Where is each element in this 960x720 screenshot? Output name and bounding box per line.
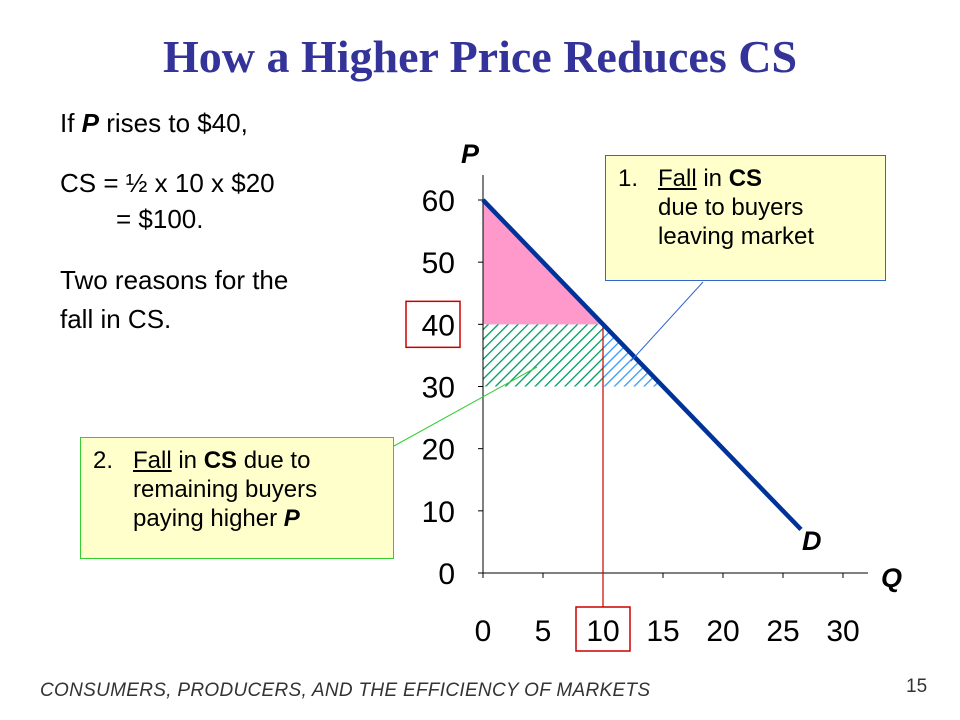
- text-line-two-reasons: Two reasons for the: [60, 265, 289, 295]
- callout-line: Fall in CS: [658, 165, 763, 192]
- demand-curve: [481, 198, 803, 532]
- y-tick-label: 50: [422, 247, 455, 280]
- text-line-cs-formula: CS = ½ x 10 x $20: [60, 168, 275, 198]
- callout2-connector: [393, 366, 538, 447]
- callout-number: 2.: [93, 447, 114, 474]
- callout-buyers-leaving: 1. Fall in CS due to buyers leaving mark…: [605, 155, 886, 281]
- footer-chapter-title: CONSUMERS, PRODUCERS, AND THE EFFICIENCY…: [40, 680, 651, 701]
- callout-number: 1.: [618, 165, 639, 192]
- callout-line: Fall in CS due to: [133, 447, 311, 474]
- text-line-cs-result: = $100.: [116, 204, 204, 234]
- y-tick-label: 30: [422, 372, 455, 405]
- y-tick-label: 20: [422, 434, 455, 467]
- x-tick-label: 20: [706, 615, 739, 648]
- text-line-fall-in-cs: fall in CS.: [60, 304, 172, 334]
- callout-line: remaining buyers: [133, 476, 318, 503]
- x-tick-label: 5: [535, 615, 552, 648]
- y-tick-highlight-box: [405, 300, 461, 349]
- y-axis-label: P: [461, 139, 480, 169]
- x-tick-label: 10: [586, 615, 619, 648]
- demand-curve-label: D: [802, 526, 822, 556]
- y-tick-label: 40: [422, 309, 455, 342]
- callout1-connector: [630, 281, 704, 362]
- x-tick-label: 25: [766, 615, 799, 648]
- y-tick-label: 0: [438, 558, 455, 591]
- x-tick-label: 0: [475, 615, 492, 648]
- text-line-price-rise: If P rises to $40,: [60, 108, 248, 138]
- page-number: 15: [906, 676, 928, 697]
- y-tick-label: 60: [422, 185, 455, 218]
- slide-title: How a Higher Price Reduces CS: [162, 31, 798, 82]
- x-tick-label: 30: [826, 615, 859, 648]
- callout-line: leaving market: [658, 223, 815, 250]
- callout-remaining-buyers: 2. Fall in CS due to remaining buyers pa…: [80, 437, 394, 559]
- y-tick-label: 10: [422, 496, 455, 529]
- callout-line: due to buyers: [658, 194, 804, 221]
- x-axis-label: Q: [881, 563, 902, 593]
- x-tick-label: 15: [646, 615, 679, 648]
- callout-line: paying higher P: [133, 505, 300, 532]
- region-hatch-green: [483, 324, 603, 387]
